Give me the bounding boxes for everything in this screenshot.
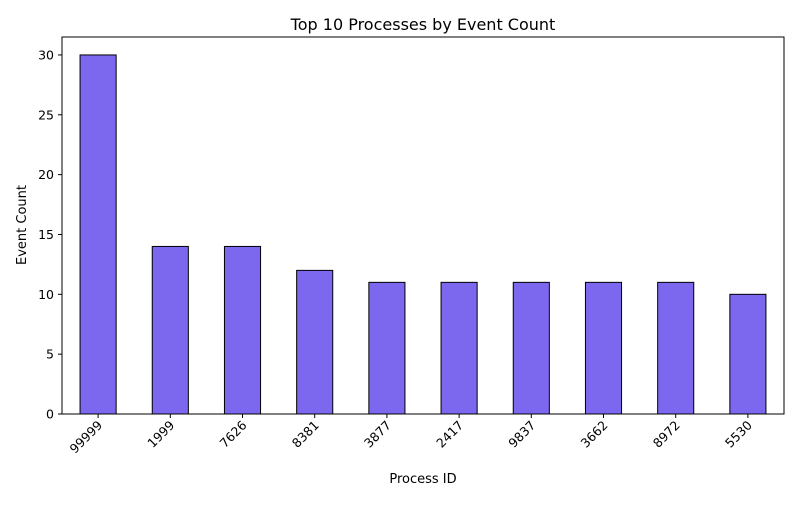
bar-9837: [512, 281, 550, 415]
bar-1999: [151, 245, 189, 415]
bar-99999: [79, 54, 117, 415]
bar-3877: [368, 281, 406, 415]
y-axis-label: Event Count: [15, 185, 30, 265]
y-tick-label: 5: [46, 347, 54, 362]
bar-3662: [584, 281, 623, 415]
bars-group: [79, 54, 767, 415]
y-tick-label: 10: [38, 287, 54, 302]
bar-7626: [223, 245, 262, 415]
y-tick-label: 20: [38, 167, 54, 182]
y-tick-label: 25: [38, 107, 54, 122]
x-axis-label: Process ID: [389, 472, 456, 487]
bar-8972: [657, 281, 695, 415]
y-tick-label: 0: [46, 407, 54, 422]
bar-8381: [296, 269, 334, 415]
plot-frame: [61, 36, 785, 415]
y-tick-label: 15: [38, 227, 54, 242]
bar-2417: [440, 281, 478, 415]
chart-title: Top 10 Processes by Event Count: [290, 15, 556, 34]
y-tick-label: 30: [38, 47, 54, 62]
bar-5530: [729, 293, 767, 415]
